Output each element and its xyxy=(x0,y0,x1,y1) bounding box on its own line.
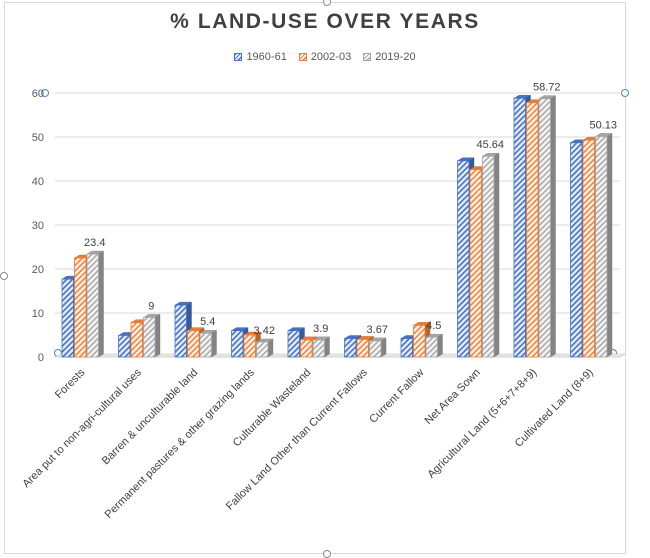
category-label-current-fallow: Current Fallow xyxy=(367,367,426,426)
bar-side xyxy=(493,152,500,358)
bar-2019-20-agricultural-land-5-6-7-8-9[interactable] xyxy=(538,95,557,358)
bar-front xyxy=(199,332,212,358)
resize-handle-top-center[interactable] xyxy=(323,0,331,6)
data-label: 50.13 xyxy=(589,119,617,131)
data-label: 58.72 xyxy=(533,82,561,94)
bar-side xyxy=(437,333,443,358)
legend-label: 2019-20 xyxy=(375,51,416,63)
legend-swatch-2002-03 xyxy=(298,53,307,61)
bar-front xyxy=(457,160,470,358)
category-label-barren-unculturable-land: Barren & unculturable land xyxy=(100,367,201,468)
y-tick-label: 20 xyxy=(32,264,44,276)
legend-label: 2002-03 xyxy=(310,51,352,63)
bar-front xyxy=(526,102,539,358)
bar-front xyxy=(118,335,131,358)
bar-front xyxy=(369,340,382,358)
chart-title: % LAND-USE OVER YEARS xyxy=(170,10,480,33)
bar-2019-20-barren-unculturable-land[interactable] xyxy=(199,329,218,358)
data-label: 4.5 xyxy=(426,320,441,332)
bar-front xyxy=(243,334,256,358)
y-tick-label: 30 xyxy=(32,220,44,232)
plot-area-handle-top-right[interactable] xyxy=(621,89,629,97)
bar-front xyxy=(74,257,87,358)
bar-2019-20-net-area-sown[interactable] xyxy=(481,152,500,358)
category-label-agricultural-land-5-6-7-8-9: Agricultural Land (5+6+7+8+9) xyxy=(425,367,539,481)
plot-area-handle-top-left[interactable] xyxy=(41,89,49,97)
data-label: 3.67 xyxy=(367,324,388,336)
bar-side xyxy=(98,250,104,358)
y-tick-label: 0 xyxy=(38,352,44,364)
bar-front xyxy=(570,142,583,358)
bar-front xyxy=(356,338,369,358)
bar-front xyxy=(582,139,595,358)
bar-front xyxy=(413,324,426,358)
bar-front xyxy=(482,155,495,358)
y-tick-label: 50 xyxy=(32,132,44,144)
bar-front xyxy=(425,336,438,358)
bar-front xyxy=(143,316,156,358)
bar-front xyxy=(86,253,99,358)
bar-2019-20-area-put-to-non-agri-cultural-uses[interactable] xyxy=(142,314,161,358)
bar-front xyxy=(61,278,74,358)
legend-item-2002-03: 2002-03 xyxy=(298,51,352,63)
bar-front xyxy=(256,341,269,358)
data-label: 45.64 xyxy=(476,139,504,151)
bar-front xyxy=(174,304,187,358)
bar-side xyxy=(606,133,613,358)
bar-front xyxy=(595,136,608,358)
bar-side xyxy=(154,314,161,358)
data-label: 23.4 xyxy=(84,237,105,249)
legend-swatch-2019-20 xyxy=(363,53,372,61)
y-tick-label: 10 xyxy=(32,308,44,320)
category-label-forests: Forests xyxy=(53,366,88,401)
bar-side xyxy=(211,329,217,358)
bar-front xyxy=(312,339,325,358)
legend-swatch-1960-61 xyxy=(234,53,243,61)
bar-front xyxy=(300,339,313,358)
bar-front xyxy=(469,169,482,358)
bar-front xyxy=(130,322,143,358)
bar-2019-20-cultivated-land-8-9[interactable] xyxy=(594,133,613,358)
bar-2019-20-culturable-wasteland[interactable] xyxy=(312,336,331,358)
legend-item-1960-61: 1960-61 xyxy=(234,51,287,63)
y-tick-label: 60 xyxy=(32,88,44,100)
bar-side xyxy=(380,337,387,358)
bar-front xyxy=(187,330,200,358)
bar-2019-20-permanent-pastures-other-grazing-lands[interactable] xyxy=(255,338,274,358)
bar-2019-20-fallow-land-other-than-current-fallows[interactable] xyxy=(368,337,387,358)
data-label: 5.4 xyxy=(200,316,215,328)
y-tick-label: 40 xyxy=(32,176,44,188)
legend-item-2019-20: 2019-20 xyxy=(363,51,416,63)
bar-front xyxy=(344,338,357,358)
bar-front xyxy=(513,97,526,358)
bar-front xyxy=(231,330,244,358)
category-label-net-area-sown: Net Area Sown xyxy=(423,367,483,427)
data-label: 3.9 xyxy=(313,323,328,335)
bar-2019-20-current-fallow[interactable] xyxy=(425,333,444,358)
bar-front xyxy=(400,338,413,358)
data-label: 9 xyxy=(148,300,154,312)
bar-side xyxy=(550,95,556,358)
bar-side xyxy=(324,336,330,358)
bar-front xyxy=(538,98,551,358)
chart-legend: 1960-61 2002-03 2019-20 xyxy=(0,51,650,63)
bar-front xyxy=(287,330,300,358)
legend-label: 1960-61 xyxy=(246,51,287,63)
data-label: 3.42 xyxy=(254,325,275,337)
resize-handle-left-middle[interactable] xyxy=(0,272,8,280)
bar-2019-20-forests[interactable] xyxy=(86,250,105,358)
category-label-area-put-to-non-agri-cultural-uses: Area put to non-agri-cultural uses xyxy=(20,366,144,490)
